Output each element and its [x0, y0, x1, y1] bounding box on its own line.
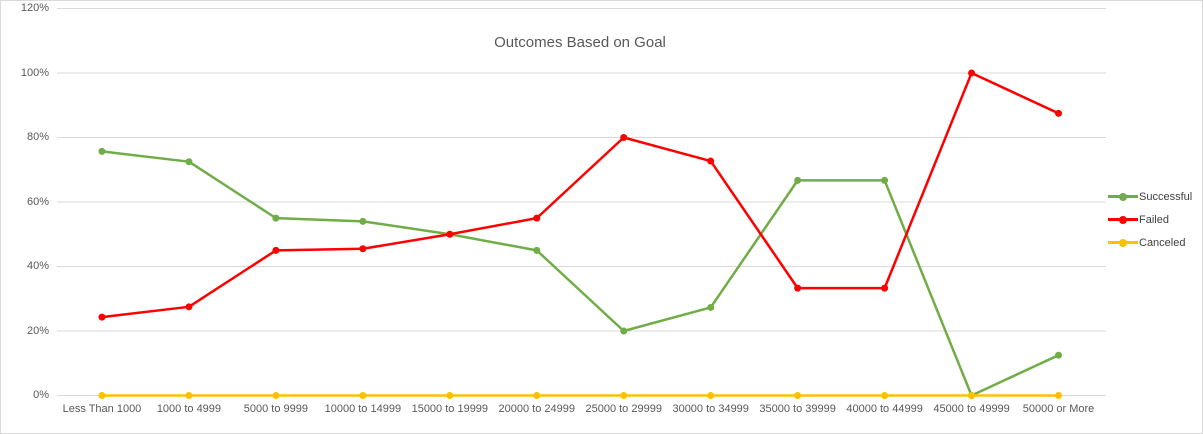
- legend-line-swatch: [1108, 238, 1138, 247]
- marker-successful: [98, 147, 106, 155]
- y-tick-label: 100%: [20, 66, 49, 79]
- legend-item-successful: Successful: [1108, 185, 1192, 208]
- marker-failed: [185, 303, 193, 311]
- legend-item-failed: Failed: [1108, 208, 1192, 231]
- y-tick-label: 120%: [20, 2, 49, 14]
- legend-label: Successful: [1139, 190, 1193, 203]
- legend-line-swatch: [1108, 192, 1138, 201]
- legend-line-swatch: [1108, 215, 1138, 224]
- x-tick-label: 30000 to 34999: [672, 403, 749, 415]
- x-tick-label: Less Than 1000: [62, 403, 142, 415]
- marker-successful: [1055, 351, 1063, 359]
- marker-successful: [185, 158, 193, 166]
- marker-canceled: [794, 392, 802, 399]
- marker-failed: [359, 245, 367, 253]
- x-tick-label: 45000 to 49999: [933, 403, 1010, 415]
- marker-failed: [881, 284, 889, 292]
- marker-canceled: [533, 392, 541, 399]
- series-line-successful: [100, 150, 1060, 397]
- y-tick-label: 40%: [26, 260, 49, 272]
- marker-canceled: [446, 392, 454, 399]
- x-tick-label: 25000 to 29999: [585, 403, 662, 415]
- legend-item-canceled: Canceled: [1108, 231, 1192, 254]
- x-tick-label: 20000 to 24999: [498, 403, 575, 415]
- marker-failed: [1055, 109, 1063, 117]
- legend-marker-dot: [1119, 238, 1127, 247]
- marker-canceled: [185, 392, 193, 399]
- legend-marker-dot: [1119, 192, 1127, 201]
- marker-failed: [794, 284, 802, 292]
- marker-successful: [272, 214, 280, 222]
- y-tick-label: 20%: [26, 324, 49, 337]
- marker-failed: [446, 230, 454, 238]
- y-tick-label: 0%: [33, 389, 49, 401]
- marker-canceled: [707, 392, 715, 399]
- marker-successful: [794, 176, 802, 184]
- marker-failed: [620, 134, 628, 141]
- legend: Successful Failed Canceled: [1108, 185, 1192, 254]
- marker-successful: [359, 217, 367, 225]
- marker-successful: [881, 176, 889, 184]
- marker-successful: [620, 327, 628, 335]
- marker-canceled: [620, 392, 628, 399]
- marker-failed: [968, 69, 976, 77]
- legend-label: Canceled: [1139, 236, 1186, 249]
- x-tick-label: 35000 to 39999: [759, 403, 836, 415]
- marker-canceled: [98, 392, 106, 399]
- y-tick-label: 60%: [26, 195, 49, 208]
- legend-label: Failed: [1139, 213, 1169, 226]
- marker-failed: [272, 246, 280, 254]
- y-tick-label: 80%: [26, 131, 49, 143]
- x-tick-label: 50000 or More: [1022, 403, 1095, 415]
- marker-failed: [707, 157, 715, 165]
- marker-successful: [707, 303, 715, 311]
- marker-failed: [533, 214, 541, 222]
- x-tick-label: 5000 to 9999: [243, 403, 308, 415]
- marker-canceled: [881, 392, 889, 399]
- marker-canceled: [968, 392, 976, 399]
- legend-marker-dot: [1119, 215, 1127, 224]
- series-line-failed: [100, 71, 1060, 319]
- marker-failed: [98, 313, 106, 321]
- x-tick-label: 10000 to 14999: [324, 403, 402, 415]
- marker-successful: [533, 246, 541, 254]
- marker-canceled: [272, 392, 280, 399]
- marker-canceled: [1055, 392, 1063, 399]
- x-tick-label: 1000 to 4999: [156, 403, 222, 415]
- x-tick-label: 15000 to 19999: [411, 403, 489, 415]
- x-tick-label: 40000 to 44999: [846, 403, 923, 415]
- marker-canceled: [359, 392, 367, 399]
